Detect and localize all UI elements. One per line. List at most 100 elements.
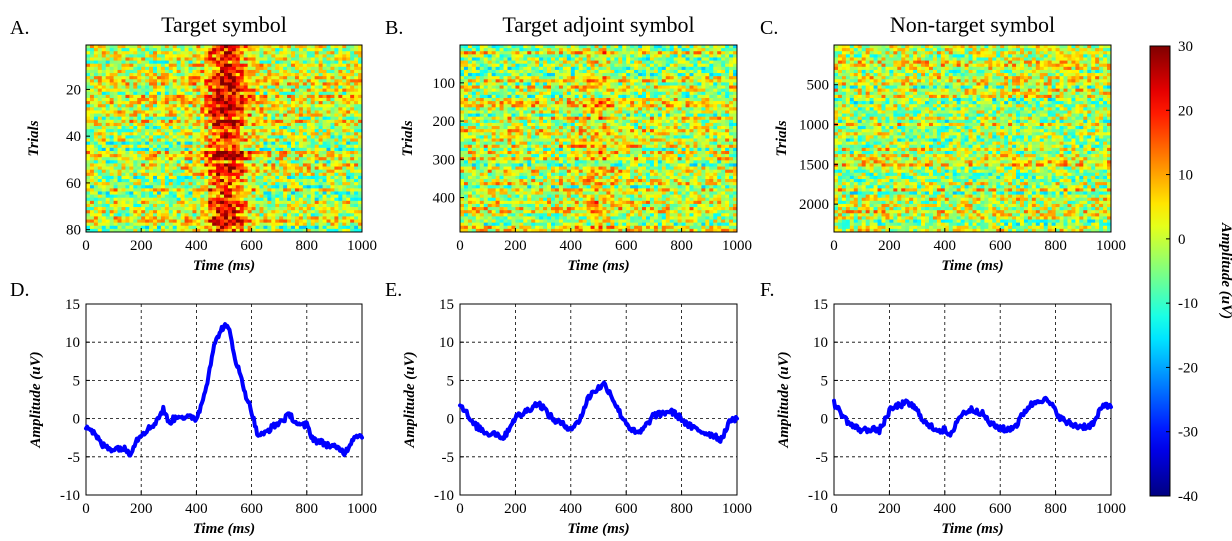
x-tick-label-4-1: 200 (504, 501, 527, 517)
x-tick-label-1-2: 400 (560, 238, 583, 254)
x-tick-label-1-4: 800 (670, 238, 693, 254)
x-tick-label-0-2: 400 (185, 238, 208, 254)
heatmap-frame-2 (833, 44, 1112, 233)
y-tick-label-3-2: 0 (73, 412, 81, 428)
x-axis-label-1: Time (ms) (567, 258, 629, 274)
x-tick-label-5-2: 400 (934, 501, 957, 517)
y-tick-label-0-1: 40 (66, 129, 81, 145)
colorbar-tick-label-0: 30 (1178, 39, 1193, 55)
y-tick-label-4-1: -5 (442, 450, 455, 466)
y-axis-label-3: Amplitude (uV) (28, 351, 44, 448)
x-tick-label-5-0: 0 (830, 501, 838, 517)
x-tick-label-5-5: 1000 (1096, 501, 1126, 517)
panel-letter-3: D. (10, 279, 29, 301)
panel-letter-1: B. (385, 17, 403, 39)
y-tick-label-3-0: -10 (60, 488, 80, 504)
x-tick-label-3-2: 400 (185, 501, 208, 517)
x-tick-label-4-0: 0 (456, 501, 464, 517)
x-axis-label-2: Time (ms) (941, 258, 1003, 274)
heatmap-2 (834, 45, 1112, 233)
y-tick-label-3-5: 15 (65, 297, 80, 313)
x-tick-label-4-5: 1000 (722, 501, 752, 517)
y-tick-label-1-2: 300 (433, 152, 456, 168)
panel-letter-2: C. (760, 17, 778, 39)
colorbar (1149, 45, 1171, 497)
chart-title-0: Target symbol (161, 12, 287, 37)
heatmap-frame-1 (459, 44, 738, 233)
colorbar-tick-label-2: 10 (1178, 168, 1193, 184)
x-tick-label-4-2: 400 (560, 501, 583, 517)
x-tick-label-2-2: 400 (934, 238, 957, 254)
panel-letter-0: A. (10, 17, 29, 39)
x-tick-label-1-5: 1000 (722, 238, 752, 254)
x-tick-label-3-0: 0 (82, 501, 90, 517)
x-tick-label-2-1: 200 (878, 238, 901, 254)
x-tick-label-2-4: 800 (1044, 238, 1067, 254)
y-tick-label-1-1: 200 (433, 114, 456, 130)
y-tick-label-0-2: 60 (66, 176, 81, 192)
y-tick-label-0-3: 80 (66, 223, 81, 239)
colorbar-tick-label-5: -20 (1178, 360, 1198, 376)
x-tick-label-1-3: 600 (615, 238, 638, 254)
y-tick-label-5-0: -10 (808, 488, 828, 504)
x-tick-label-3-3: 600 (240, 501, 263, 517)
colorbar-tick-label-1: 20 (1178, 103, 1193, 119)
y-axis-label-1: Trials (400, 120, 416, 156)
y-tick-label-2-1: 1000 (799, 118, 829, 134)
y-tick-label-5-5: 15 (813, 297, 828, 313)
y-tick-label-4-2: 0 (447, 412, 455, 428)
y-tick-label-5-2: 0 (821, 412, 829, 428)
y-axis-label-5: Amplitude (uV) (776, 351, 792, 448)
colorbar-tick-label-7: -40 (1178, 489, 1198, 505)
x-tick-label-0-3: 600 (240, 238, 263, 254)
x-tick-label-3-1: 200 (130, 501, 153, 517)
y-tick-label-0-0: 20 (66, 82, 81, 98)
y-tick-label-5-1: -5 (816, 450, 829, 466)
series-line-3 (84, 322, 364, 458)
chart-title-2: Non-target symbol (890, 12, 1055, 37)
colorbar-tick-label-6: -30 (1178, 425, 1198, 441)
x-tick-label-1-1: 200 (504, 238, 527, 254)
plot-frame-4 (459, 303, 738, 496)
plot-frame-3 (85, 303, 363, 496)
heatmap-0 (86, 45, 363, 233)
y-tick-label-1-0: 100 (433, 76, 456, 92)
x-axis-label-3: Time (ms) (193, 521, 255, 537)
x-axis-label-0: Time (ms) (193, 258, 255, 274)
y-tick-label-4-4: 10 (439, 335, 454, 351)
x-tick-label-0-0: 0 (82, 238, 90, 254)
x-tick-label-3-4: 800 (296, 501, 319, 517)
y-tick-label-4-3: 5 (447, 373, 455, 389)
series-line-5 (832, 395, 1113, 438)
x-tick-label-2-0: 0 (830, 238, 838, 254)
x-tick-label-0-4: 800 (296, 238, 319, 254)
x-axis-label-4: Time (ms) (567, 521, 629, 537)
x-tick-label-5-1: 200 (878, 501, 901, 517)
y-axis-label-2: Trials (774, 120, 790, 156)
x-tick-label-4-3: 600 (615, 501, 638, 517)
y-tick-label-3-3: 5 (73, 373, 81, 389)
y-tick-label-4-5: 15 (439, 297, 454, 313)
x-tick-label-5-4: 800 (1044, 501, 1067, 517)
y-axis-label-0: Trials (26, 120, 42, 156)
plot-frame-5 (833, 303, 1112, 496)
x-tick-label-4-4: 800 (670, 501, 693, 517)
y-tick-label-1-3: 400 (433, 191, 456, 207)
y-tick-label-5-3: 5 (821, 373, 829, 389)
y-axis-label-4: Amplitude (uV) (402, 351, 418, 448)
x-tick-label-1-0: 0 (456, 238, 464, 254)
y-tick-label-2-3: 2000 (799, 197, 829, 213)
x-tick-label-5-3: 600 (989, 501, 1012, 517)
x-tick-label-3-5: 1000 (347, 501, 377, 517)
x-axis-label-5: Time (ms) (941, 521, 1003, 537)
panel-letter-5: F. (760, 279, 775, 301)
x-tick-label-2-3: 600 (989, 238, 1012, 254)
chart-title-1: Target adjoint symbol (502, 12, 694, 37)
x-tick-label-0-5: 1000 (347, 238, 377, 254)
panel-letter-4: E. (385, 279, 402, 301)
y-tick-label-2-0: 500 (807, 78, 830, 94)
colorbar-tick-label-3: 0 (1178, 232, 1186, 248)
y-tick-label-4-0: -10 (434, 488, 454, 504)
heatmap-1 (460, 45, 738, 233)
